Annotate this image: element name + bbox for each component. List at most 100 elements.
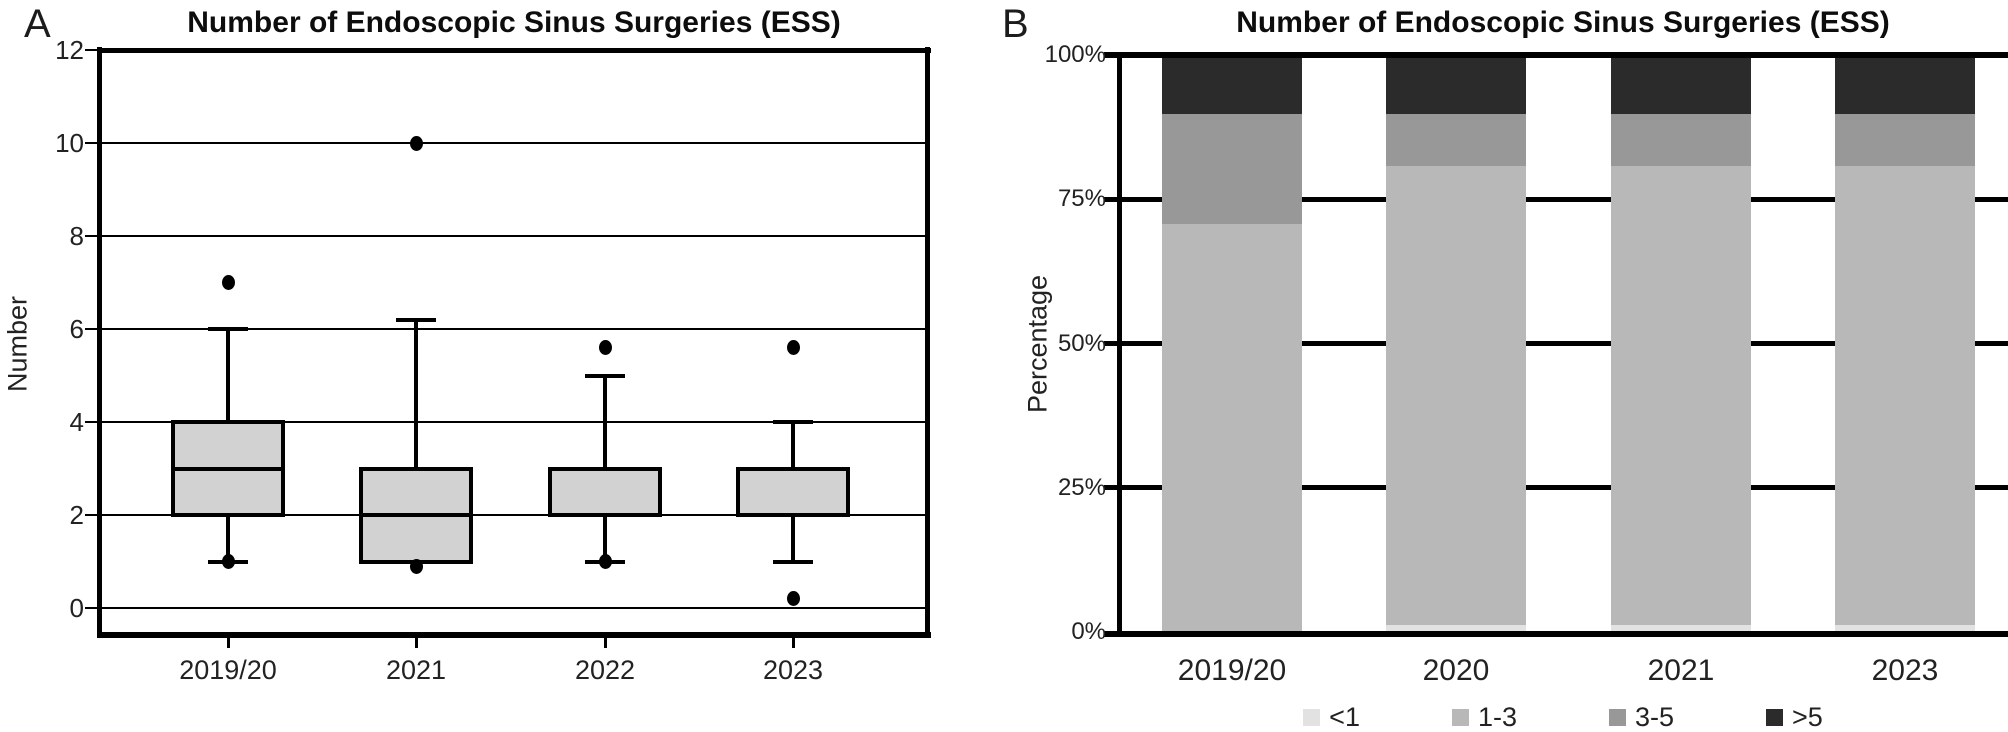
legend-swatch	[1451, 709, 1469, 726]
y-axis-tick	[85, 235, 97, 237]
bar-segment	[1386, 113, 1526, 166]
legend-label: 1-3	[1477, 702, 1517, 732]
x-category-label: 2019/20	[1177, 654, 1287, 687]
x-category-label: 2023	[1871, 654, 1939, 687]
bar-segment	[1835, 625, 1975, 634]
x-axis-tick	[603, 638, 607, 648]
bar-segment	[1611, 625, 1751, 634]
whisker-cap	[773, 420, 813, 424]
y-tick-label: 100%	[1044, 41, 1106, 68]
outlier-dot	[787, 591, 800, 607]
whisker-line	[791, 422, 795, 469]
y-tick-label: 12	[55, 35, 84, 65]
y-axis-tick	[85, 607, 97, 609]
x-axis-tick	[414, 638, 418, 648]
outlier-dot	[222, 275, 235, 290]
y-axis-tick	[85, 142, 97, 144]
y-tick-label: 6	[69, 314, 84, 344]
box	[548, 466, 662, 517]
bar-segment	[1835, 113, 1975, 166]
gridline	[100, 328, 926, 330]
outlier-dot	[222, 554, 235, 569]
bar-segment	[1835, 165, 1975, 626]
plot-border-right	[925, 47, 930, 638]
bar-segment	[1611, 113, 1751, 166]
legend-label: <1	[1329, 702, 1360, 732]
x-category-label: 2021	[1647, 654, 1715, 687]
gridline	[100, 607, 926, 609]
legend-item: >5	[1766, 704, 1823, 731]
whisker-cap	[773, 559, 813, 564]
gridline	[100, 421, 926, 423]
box	[736, 466, 850, 517]
x-category-label: 2021	[385, 655, 447, 685]
whisker-cap	[208, 327, 248, 331]
legend: <1 1-3 3-5 >5	[1118, 704, 2008, 731]
legend-label: >5	[1792, 702, 1823, 732]
y-axis-tick	[85, 328, 97, 330]
bar-segment	[1835, 56, 1975, 114]
gridline	[100, 235, 926, 237]
legend-item: <1	[1303, 704, 1360, 731]
y-tick-label: 10	[55, 128, 84, 158]
legend-item: 1-3	[1451, 702, 1517, 732]
plot-border-top	[97, 47, 931, 53]
outlier-dot	[599, 554, 612, 569]
gridline	[1104, 196, 2008, 202]
x-category-label: 2022	[574, 655, 636, 685]
panel-a-title: Number of Endoscopic Sinus Surgeries (ES…	[187, 6, 841, 39]
panel-a-letter: A	[24, 2, 51, 46]
x-axis-tick	[226, 638, 230, 648]
whisker-line	[791, 515, 795, 562]
x-category-label: 2020	[1422, 654, 1490, 687]
y-tick-label: 25%	[1057, 473, 1106, 501]
median-line	[359, 513, 473, 517]
outlier-dot	[410, 135, 423, 151]
outlier-dot	[410, 558, 423, 574]
bar-segment	[1386, 165, 1526, 626]
y-tick-label: 8	[69, 221, 84, 251]
bar-segment	[1162, 223, 1302, 634]
bar-segment	[1162, 56, 1302, 114]
whisker-cap	[396, 317, 436, 322]
whisker-line	[226, 329, 230, 422]
y-axis-tick	[85, 421, 97, 423]
y-tick-label: 0%	[1071, 618, 1106, 645]
gridline	[1104, 485, 2008, 491]
y-axis-tick	[85, 49, 97, 51]
panel-b-title: Number of Endoscopic Sinus Surgeries (ES…	[1236, 6, 1890, 39]
gridline	[100, 514, 926, 516]
x-axis-tick	[791, 638, 795, 648]
x-axis-line	[97, 632, 931, 638]
plot-border-top	[1104, 52, 2008, 58]
legend-swatch	[1766, 709, 1784, 726]
legend-item: 3-5	[1609, 704, 1674, 731]
y-axis-line	[97, 47, 102, 638]
x-category-label: 2019/20	[179, 655, 277, 685]
y-tick-label: 75%	[1057, 185, 1106, 213]
x-category-label: 2023	[762, 655, 824, 685]
outlier-dot	[787, 340, 800, 356]
legend-swatch	[1303, 709, 1321, 726]
outlier-dot	[599, 340, 612, 356]
y-axis-tick	[85, 514, 97, 516]
bar-segment	[1611, 56, 1751, 114]
y-axis-line	[1117, 52, 1122, 637]
y-tick-label: 4	[69, 407, 84, 437]
whisker-line	[414, 319, 418, 469]
x-axis-line	[1104, 631, 2008, 637]
whisker-line	[603, 375, 607, 469]
whisker-line	[603, 515, 607, 562]
bar-segment	[1162, 113, 1302, 224]
y-tick-label: 50%	[1057, 329, 1106, 357]
y-tick-label: 2	[69, 500, 84, 530]
bar-segment	[1611, 165, 1751, 626]
legend-swatch	[1609, 709, 1626, 726]
whisker-cap	[585, 373, 625, 378]
whisker-line	[226, 515, 230, 562]
legend-label: 3-5	[1635, 702, 1675, 732]
bar-segment	[1386, 625, 1526, 634]
bar-segment	[1386, 56, 1526, 114]
gridline	[1104, 341, 2008, 346]
y-tick-label: 0	[69, 593, 84, 623]
